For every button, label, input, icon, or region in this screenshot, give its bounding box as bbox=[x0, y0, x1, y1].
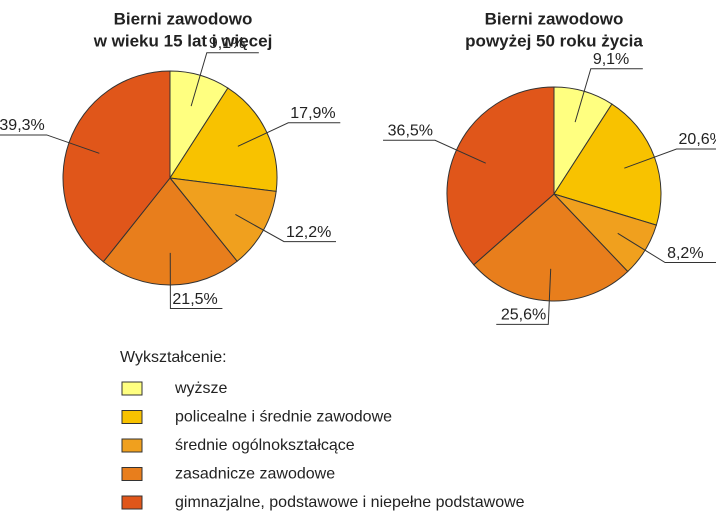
chart-title: powyżej 50 roku życia bbox=[465, 31, 643, 50]
data-label: 36,5% bbox=[388, 122, 433, 139]
leader-line bbox=[383, 139, 486, 164]
legend-swatch bbox=[121, 438, 143, 453]
leader-line bbox=[617, 232, 716, 264]
legend-label: policealne i średnie zawodowe bbox=[175, 409, 392, 426]
leader-line bbox=[190, 52, 259, 107]
data-label: 25,6% bbox=[501, 307, 546, 324]
data-label: 9,1% bbox=[593, 51, 629, 68]
leader-line bbox=[235, 214, 336, 243]
legend-swatch bbox=[121, 410, 143, 424]
data-label: 20,6% bbox=[679, 131, 716, 148]
data-label: 9,1% bbox=[209, 35, 245, 52]
legend-swatch bbox=[121, 495, 143, 510]
legend-swatch bbox=[121, 381, 143, 396]
legend-label: średnie ogólnokształcące bbox=[175, 437, 355, 454]
leader-line bbox=[624, 148, 716, 169]
legend-label: wyższe bbox=[174, 380, 228, 397]
data-label: 17,9% bbox=[290, 105, 335, 122]
legend-title: Wykształcenie: bbox=[120, 349, 227, 366]
leader-line bbox=[0, 134, 100, 154]
data-label: 8,2% bbox=[667, 245, 703, 262]
legend-label: gimnazjalne, podstawowe i niepełne podst… bbox=[175, 494, 525, 511]
data-label: 39,3% bbox=[0, 117, 45, 134]
leader-line bbox=[574, 68, 643, 123]
legend-label: zasadnicze zawodowe bbox=[175, 466, 335, 483]
chart-title: Bierni zawodowo bbox=[485, 9, 624, 28]
chart-title: w wieku 15 lat i więcej bbox=[93, 31, 273, 50]
data-label: 21,5% bbox=[172, 291, 217, 308]
leader-line bbox=[169, 252, 223, 310]
leader-line bbox=[237, 122, 341, 147]
leader-line bbox=[496, 268, 552, 325]
data-label: 12,2% bbox=[286, 224, 331, 241]
legend-swatch bbox=[121, 467, 143, 481]
chart-title: Bierni zawodowo bbox=[114, 9, 253, 28]
